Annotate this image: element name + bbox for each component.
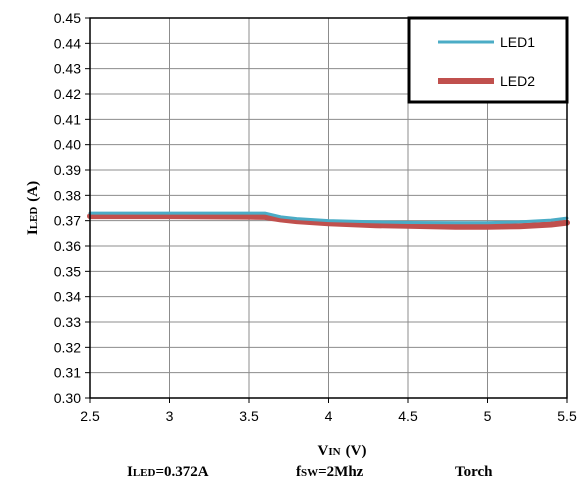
series-group [87, 211, 570, 230]
x-axis-title-unit: (V) [346, 443, 367, 459]
x-tick-label: 5.5 [557, 408, 577, 424]
y-tick-label: 0.45 [54, 10, 81, 26]
footer-iled-sub: LED [133, 467, 156, 479]
legend-box [407, 16, 569, 104]
y-axis-title-unit: (A) [25, 181, 41, 202]
footer-fsw-main: f [296, 464, 302, 480]
footer-fsw: fSW=2Mhz [296, 464, 364, 480]
x-axis-title: VIN (V) [318, 443, 367, 459]
y-axis-title: ILED (A) [25, 181, 41, 235]
y-axis-title-main: I [25, 229, 41, 235]
y-tick-label: 0.36 [54, 238, 81, 254]
x-tick-label: 3 [166, 408, 174, 424]
x-tick-label: 2.5 [80, 408, 100, 424]
y-tick-label: 0.39 [54, 162, 81, 178]
footer-iled-value: =0.372A [155, 464, 208, 480]
footer-iled: ILED=0.372A [127, 464, 209, 480]
y-tick-label: 0.44 [54, 35, 81, 51]
y-tick-label: 0.43 [54, 61, 81, 77]
y-tick-label: 0.38 [54, 187, 81, 203]
footer-fsw-sub: SW [301, 467, 318, 479]
y-tick-label: 0.41 [54, 111, 81, 127]
x-axis-title-main: V [318, 443, 329, 459]
legend: LED1 LED2 [407, 16, 569, 104]
y-tick-label: 0.37 [54, 213, 81, 229]
series-line-led2 [87, 213, 570, 230]
y-tick-label: 0.31 [54, 365, 81, 381]
plot-area-border [89, 17, 568, 399]
x-tick-label: 3.5 [239, 408, 259, 424]
footer-fsw-value: =2Mhz [318, 464, 364, 480]
x-tick-label: 4.5 [398, 408, 418, 424]
y-tick-label: 0.42 [54, 86, 81, 102]
y-tick-label: 0.34 [54, 289, 81, 305]
y-tick-label: 0.32 [54, 339, 81, 355]
x-tick-labels: 2.5 3 3.5 4 4.5 5 5.5 [80, 408, 577, 424]
y-axis-title-sub: LED [28, 207, 40, 230]
footer-mode: Torch [455, 464, 493, 480]
y-tick-label: 0.35 [54, 263, 81, 279]
x-tick-label: 4 [325, 408, 333, 424]
x-axis-title-sub: IN [328, 446, 340, 458]
x-tick-label: 5 [484, 408, 492, 424]
legend-label-led2: LED2 [500, 73, 535, 89]
y-tick-label: 0.30 [54, 390, 81, 406]
series-line-led1 [88, 211, 569, 225]
y-tick-label: 0.40 [54, 137, 81, 153]
legend-label-led1: LED1 [500, 34, 535, 50]
footer-iled-main: I [127, 464, 133, 480]
y-tick-label: 0.33 [54, 314, 81, 330]
y-tick-labels: 0.30 0.31 0.32 0.33 0.34 0.35 0.36 0.37 0.38 0.39… [54, 10, 81, 406]
